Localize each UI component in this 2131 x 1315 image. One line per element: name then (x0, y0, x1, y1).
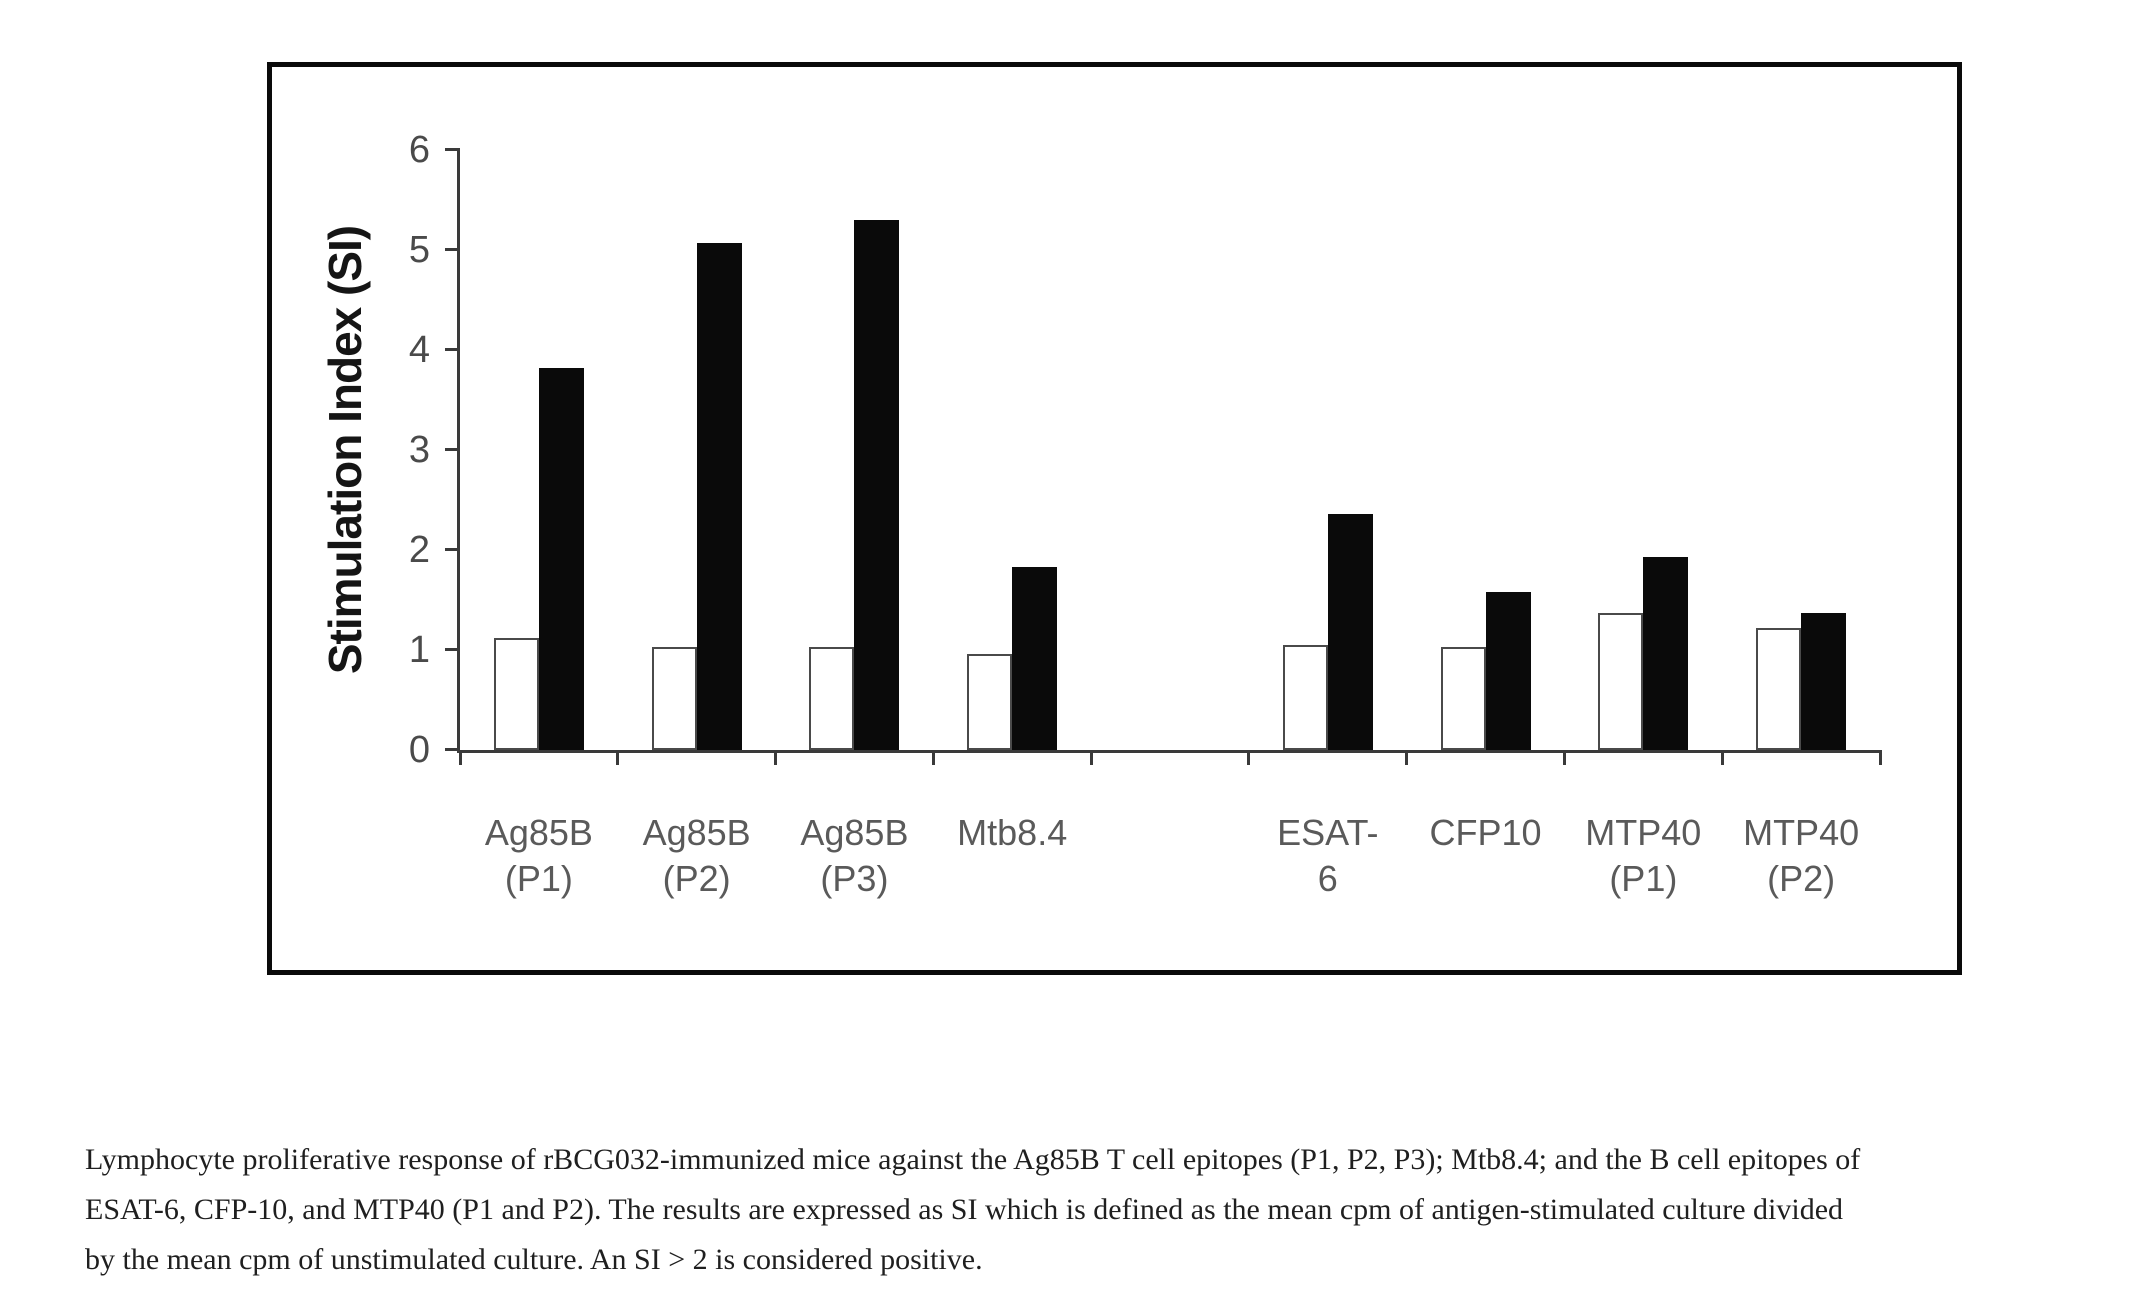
y-axis-tick-label-0: 0 (408, 729, 430, 771)
x-axis-label-cfp10: CFP10 (1387, 810, 1585, 856)
x-axis-label-ag85b-p2: Ag85B (P2) (598, 810, 796, 902)
x-axis-label-mtp40-p1-line-1: MTP40 (1585, 812, 1702, 853)
filled-bar-mtp40-p1 (1643, 557, 1689, 750)
x-axis-tick-5 (1247, 750, 1251, 765)
filled-bar-ag85b-p3 (854, 220, 900, 750)
filled-bar-ag85b-p2 (696, 243, 742, 750)
y-axis-tick-4 (445, 348, 460, 351)
open-bar-ag85b-p2 (651, 647, 697, 750)
bar-chart-plot-area: Stimulation Index (SI) 0 1 2 3 4 5 6 Ag85B (P1) A… (319, 129, 1882, 899)
y-axis-tick-label-2: 2 (408, 529, 430, 571)
x-axis-tick-0 (458, 750, 462, 765)
open-bar-mtp40-p2 (1756, 628, 1802, 750)
x-axis-label-ag85b-p1: Ag85B (P1) (440, 810, 638, 902)
open-bar-ag85b-p1 (493, 638, 539, 750)
figure-frame: Stimulation Index (SI) 0 1 2 3 4 5 6 Ag85B (P1) A… (267, 62, 1962, 975)
filled-bar-mtp40-p2 (1801, 613, 1847, 750)
open-bar-mtp40-p1 (1598, 613, 1644, 750)
open-bar-ag85b-p3 (809, 647, 855, 750)
x-axis-tick-8 (1720, 750, 1724, 765)
open-bar-esat-6 (1282, 645, 1328, 750)
x-axis-label-mtb8-4: Mtb8.4 (913, 810, 1111, 856)
x-axis-label-mtp40-p2-line-2: (P2) (1767, 858, 1836, 899)
x-axis-label-mtp40-p1: MTP40 (P1) (1544, 810, 1742, 902)
y-axis-tick-label-3: 3 (408, 429, 430, 471)
y-axis-tick-label-5: 5 (408, 229, 430, 271)
caption-line-3: by the mean cpm of unstimulated culture.… (85, 1243, 983, 1276)
x-axis-tick-2 (774, 750, 778, 765)
x-axis-label-esat-6: ESAT- 6 (1229, 810, 1427, 902)
y-axis-tick-label-4: 4 (408, 329, 430, 371)
x-axis-tick-4 (1089, 750, 1093, 765)
x-axis-label-mtb8-4-line-1: Mtb8.4 (957, 812, 1068, 853)
y-axis-tick-label-1: 1 (408, 629, 430, 671)
x-axis-label-esat-6-line-1: ESAT- (1277, 812, 1379, 853)
x-axis-label-mtp40-p2-line-1: MTP40 (1743, 812, 1860, 853)
x-axis-label-ag85b-p2-line-1: Ag85B (642, 812, 751, 853)
x-axis-label-mtp40-p1-line-2: (P1) (1609, 858, 1678, 899)
caption-line-1: Lymphocyte proliferative response of rBC… (85, 1143, 1861, 1176)
figure-caption: Lymphocyte proliferative response of rBC… (85, 1135, 1860, 1285)
x-axis-tick-1 (616, 750, 620, 765)
y-axis-tick-5 (445, 248, 460, 251)
caption-line-2: ESAT-6, CFP-10, and MTP40 (P1 and P2). T… (85, 1193, 1844, 1226)
open-bar-cfp10 (1440, 647, 1486, 750)
x-axis-label-esat-6-line-2: 6 (1317, 858, 1338, 899)
x-axis-label-ag85b-p3-line-2: (P3) (820, 858, 889, 899)
x-axis-label-ag85b-p2-line-2: (P2) (662, 858, 731, 899)
y-axis-tick-3 (445, 448, 460, 451)
y-axis-tick-0 (445, 748, 460, 751)
x-axis-tick-6 (1405, 750, 1409, 765)
x-axis-label-cfp10-line-1: CFP10 (1429, 812, 1542, 853)
x-axis-tick-9 (1878, 750, 1882, 765)
y-axis-tick-6 (445, 148, 460, 151)
x-axis-label-ag85b-p3: Ag85B (P3) (756, 810, 954, 902)
x-axis-label-mtp40-p2: MTP40 (P2) (1702, 810, 1900, 902)
filled-bar-ag85b-p1 (538, 368, 584, 750)
x-axis-label-ag85b-p1-line-1: Ag85B (484, 812, 593, 853)
y-axis-title: Stimulation Index (SI) (319, 225, 371, 675)
x-axis-tick-7 (1562, 750, 1566, 765)
open-bar-mtb8-4 (967, 654, 1013, 750)
x-axis-tick-3 (931, 750, 935, 765)
filled-bar-mtb8-4 (1012, 567, 1058, 750)
x-axis-label-ag85b-p1-line-2: (P1) (504, 858, 573, 899)
y-axis-tick-1 (445, 648, 460, 651)
y-axis-tick-2 (445, 548, 460, 551)
y-axis-tick-label-6: 6 (408, 129, 430, 171)
filled-bar-esat-6 (1327, 514, 1373, 750)
x-axis-label-ag85b-p3-line-1: Ag85B (800, 812, 909, 853)
filled-bar-cfp10 (1485, 592, 1531, 750)
